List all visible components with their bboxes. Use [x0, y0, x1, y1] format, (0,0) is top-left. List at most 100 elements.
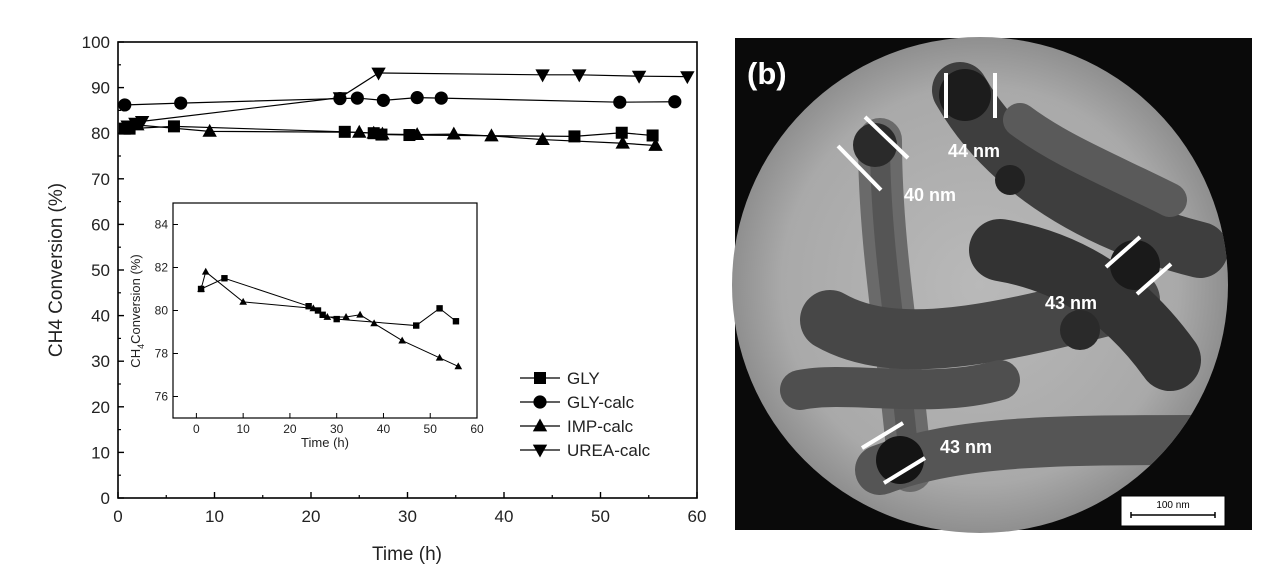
x-tick-label: 40 — [495, 507, 514, 526]
data-point — [350, 91, 364, 105]
data-point — [174, 96, 188, 110]
legend-item-imp-calc: IMP-calc — [520, 417, 634, 436]
data-point — [120, 120, 135, 134]
tem-annotations: 44 nm 40 nm 43 nm 43 nm — [904, 141, 1097, 457]
data-point — [572, 69, 587, 83]
y-tick-label: 100 — [82, 33, 110, 52]
y-tick-label: 90 — [91, 79, 110, 98]
x-tick-label: 20 — [302, 507, 321, 526]
x-tick-label: 0 — [113, 507, 122, 526]
data-point — [134, 115, 150, 129]
data-point — [568, 130, 581, 143]
inset-x-tick-label: 40 — [377, 422, 391, 436]
inset-data-point — [314, 307, 322, 314]
data-point — [371, 67, 386, 81]
data-point — [680, 71, 695, 85]
inset-data-point — [342, 312, 350, 320]
data-point — [332, 92, 348, 106]
inset-frame — [172, 202, 478, 419]
annotation-44nm: 44 nm — [948, 141, 1000, 161]
inset-series-square — [197, 275, 460, 329]
inset-data-point — [454, 362, 463, 370]
data-point — [615, 126, 628, 139]
y-tick-label: 60 — [91, 215, 110, 234]
inset-data-point — [197, 285, 205, 292]
data-point — [202, 123, 217, 137]
annotation-43nm-right: 43 nm — [1045, 293, 1097, 313]
inset-y-tick-label: 82 — [155, 261, 169, 275]
data-point — [410, 91, 424, 105]
inset-y-tick-label: 80 — [155, 304, 169, 318]
inset-x-tick-label: 10 — [236, 422, 250, 436]
y-tick-label: 40 — [91, 307, 110, 326]
inset-data-point — [319, 311, 326, 318]
legend-marker — [534, 372, 546, 384]
inset-data-point — [333, 315, 340, 323]
legend-item-urea-calc: UREA-calc — [520, 441, 651, 460]
data-point — [434, 91, 448, 105]
legend-marker — [532, 444, 548, 458]
nanotubes — [780, 62, 1228, 495]
inset-y-rest: Conversion (%) — [128, 254, 143, 344]
annotation-43nm-bottom: 43 nm — [940, 437, 992, 457]
inset-axis-ticks: 0 10 20 30 40 50 60 76 78 80 82 84 — [155, 218, 484, 437]
y-tick-label: 70 — [91, 170, 110, 189]
legend-label: GLY — [567, 369, 600, 388]
y-tick-label: 10 — [91, 443, 110, 462]
x-tick-label: 10 — [205, 507, 224, 526]
inset-x-tick-label: 0 — [193, 422, 200, 436]
data-point — [376, 93, 390, 107]
inset-x-tick-label: 20 — [283, 422, 297, 436]
measurement-lines — [836, 73, 1173, 485]
inset-series-layer — [197, 267, 463, 370]
x-axis-title: Time (h) — [372, 544, 442, 565]
inset-y-tick-label: 84 — [155, 218, 169, 232]
data-point — [535, 132, 550, 145]
x-tick-label: 50 — [591, 507, 610, 526]
inset-x-tick-label: 50 — [424, 422, 438, 436]
inset-data-point — [370, 319, 378, 327]
y-tick-label: 50 — [91, 261, 110, 280]
annotation-40nm: 40 nm — [904, 185, 956, 205]
series-line — [127, 124, 656, 147]
data-point — [446, 126, 462, 140]
inset-y-tick-label: 78 — [155, 347, 169, 361]
data-point — [615, 135, 630, 149]
data-point — [535, 69, 550, 83]
inset-data-point — [435, 353, 444, 361]
data-point — [375, 126, 390, 140]
data-point — [167, 120, 180, 133]
inset-data-point — [356, 310, 364, 318]
data-point — [118, 98, 132, 112]
inset-data-point — [452, 318, 460, 325]
inset-y-sub: 4 — [136, 344, 146, 349]
data-point — [366, 125, 381, 139]
inset-y-tick-label: 76 — [155, 390, 169, 404]
inset-data-point — [323, 312, 332, 320]
inset-x-axis-title: Time (h) — [301, 435, 349, 450]
inset-data-point — [239, 297, 247, 305]
series-urea-calc — [120, 67, 695, 134]
inset-y-axis-title: CH4Conversion (%) — [128, 254, 146, 367]
y-tick-label: 30 — [91, 352, 110, 371]
inset-series-triangle-up — [197, 267, 463, 370]
scale-bar: 100 nm — [1120, 495, 1226, 527]
inset-data-point — [305, 303, 312, 310]
legend-label: GLY-calc — [567, 393, 635, 412]
inset-data-point — [221, 275, 228, 282]
scale-bar-label: 100 nm — [1156, 500, 1189, 511]
legend: GLY GLY-calc IMP-calc UREA-calc — [520, 369, 651, 460]
legend-marker — [532, 418, 548, 432]
legend-label: IMP-calc — [567, 417, 634, 436]
y-tick-label: 20 — [91, 398, 110, 417]
inset-x-tick-label: 60 — [470, 422, 484, 436]
data-point — [484, 128, 499, 142]
inset-x-tick-label: 30 — [330, 422, 344, 436]
data-point — [648, 138, 663, 151]
main-series-layer — [118, 67, 695, 151]
inset-data-point — [201, 267, 210, 275]
main-axis-ticks: 0 10 20 30 40 50 60 0 10 20 30 40 50 60 70 80 90 100 — [82, 33, 707, 526]
inset-y-main: CH — [128, 349, 143, 368]
